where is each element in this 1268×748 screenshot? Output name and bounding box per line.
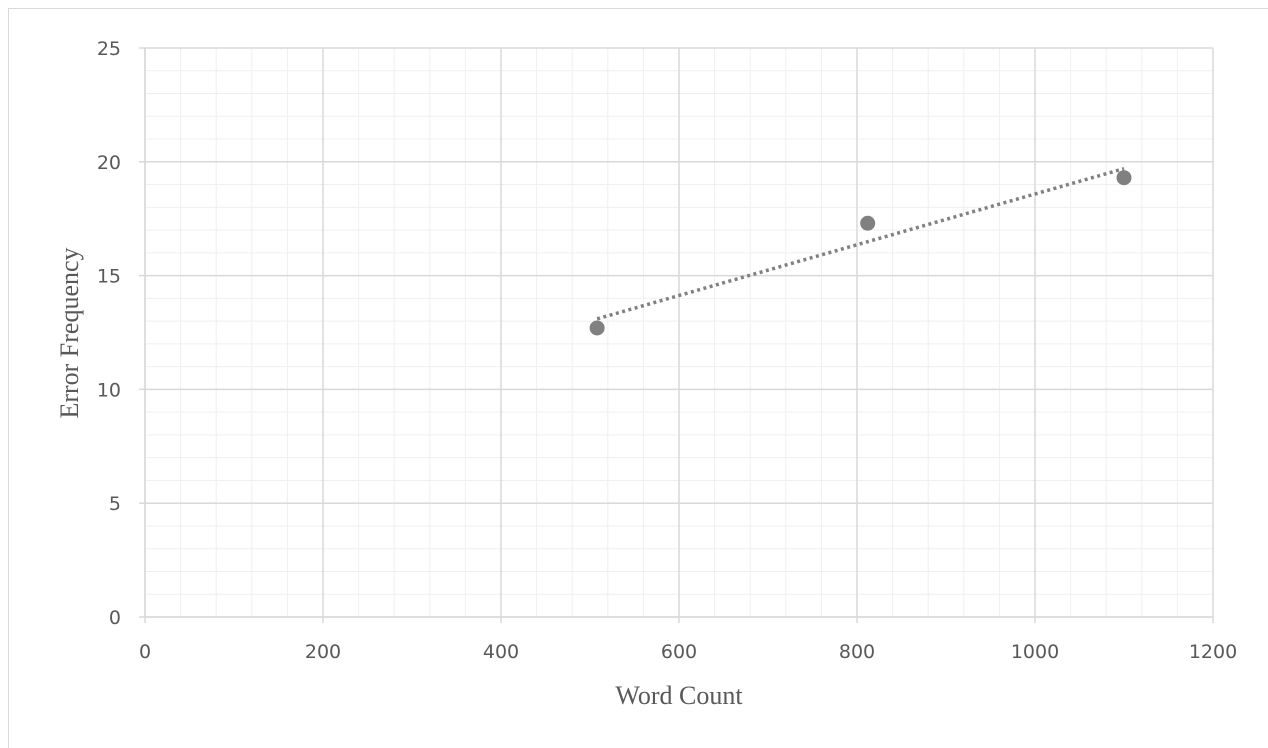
y-tick-label: 15 [97,266,121,288]
x-axis-title: Word Count [615,681,743,710]
x-tick-label: 0 [139,641,151,663]
data-point [589,320,605,336]
major-gridlines [144,47,1214,618]
x-tick-label: 600 [661,641,697,663]
y-tick-label: 0 [109,607,121,629]
data-point [1116,170,1132,186]
y-tick-label: 25 [97,38,121,60]
chart-frame [8,8,1268,748]
trendline-group [596,166,1125,321]
x-tick-label: 200 [305,641,341,663]
y-tick-label: 5 [109,493,121,515]
x-tick-label: 1200 [1189,641,1237,663]
y-tick-labels: 0 5 10 15 20 25 [97,38,121,629]
x-tick-labels: 0 200 400 600 800 1000 1200 [139,641,1237,663]
data-point [860,215,876,231]
y-tick-label: 10 [97,379,121,401]
data-points [589,170,1132,336]
y-tick-label: 20 [97,152,121,174]
x-tick-label: 400 [483,641,519,663]
x-tick-label: 800 [839,641,875,663]
axes [139,47,1214,623]
x-tick-label: 1000 [1011,641,1059,663]
trendline [596,166,1125,321]
y-axis-title: Error Frequency [55,247,84,418]
